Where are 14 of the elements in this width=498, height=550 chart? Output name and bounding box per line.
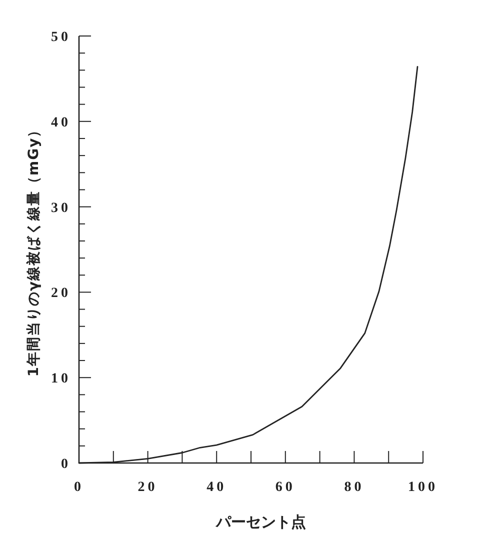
x-tick-label: 60 (275, 480, 296, 495)
x-axis-title: パーセント点 (215, 513, 306, 531)
y-tick-label: 0 (61, 457, 71, 472)
x-tick-label: 40 (206, 480, 227, 495)
y-tick-label: 20 (51, 286, 71, 302)
y-tick-label: 30 (51, 200, 71, 216)
y-tick-label: 10 (51, 372, 71, 387)
x-tick-label: 0 (74, 480, 84, 495)
x-tick-label: 100 (408, 480, 438, 495)
x-tick-label: 20 (138, 480, 158, 495)
x-tick-label: 80 (344, 480, 364, 495)
y-axis-title: 1年間当りのγ線被ばく線量（mGy） (25, 122, 42, 377)
y-tick-label: 50 (51, 30, 71, 45)
y-tick-label: 40 (51, 115, 71, 130)
